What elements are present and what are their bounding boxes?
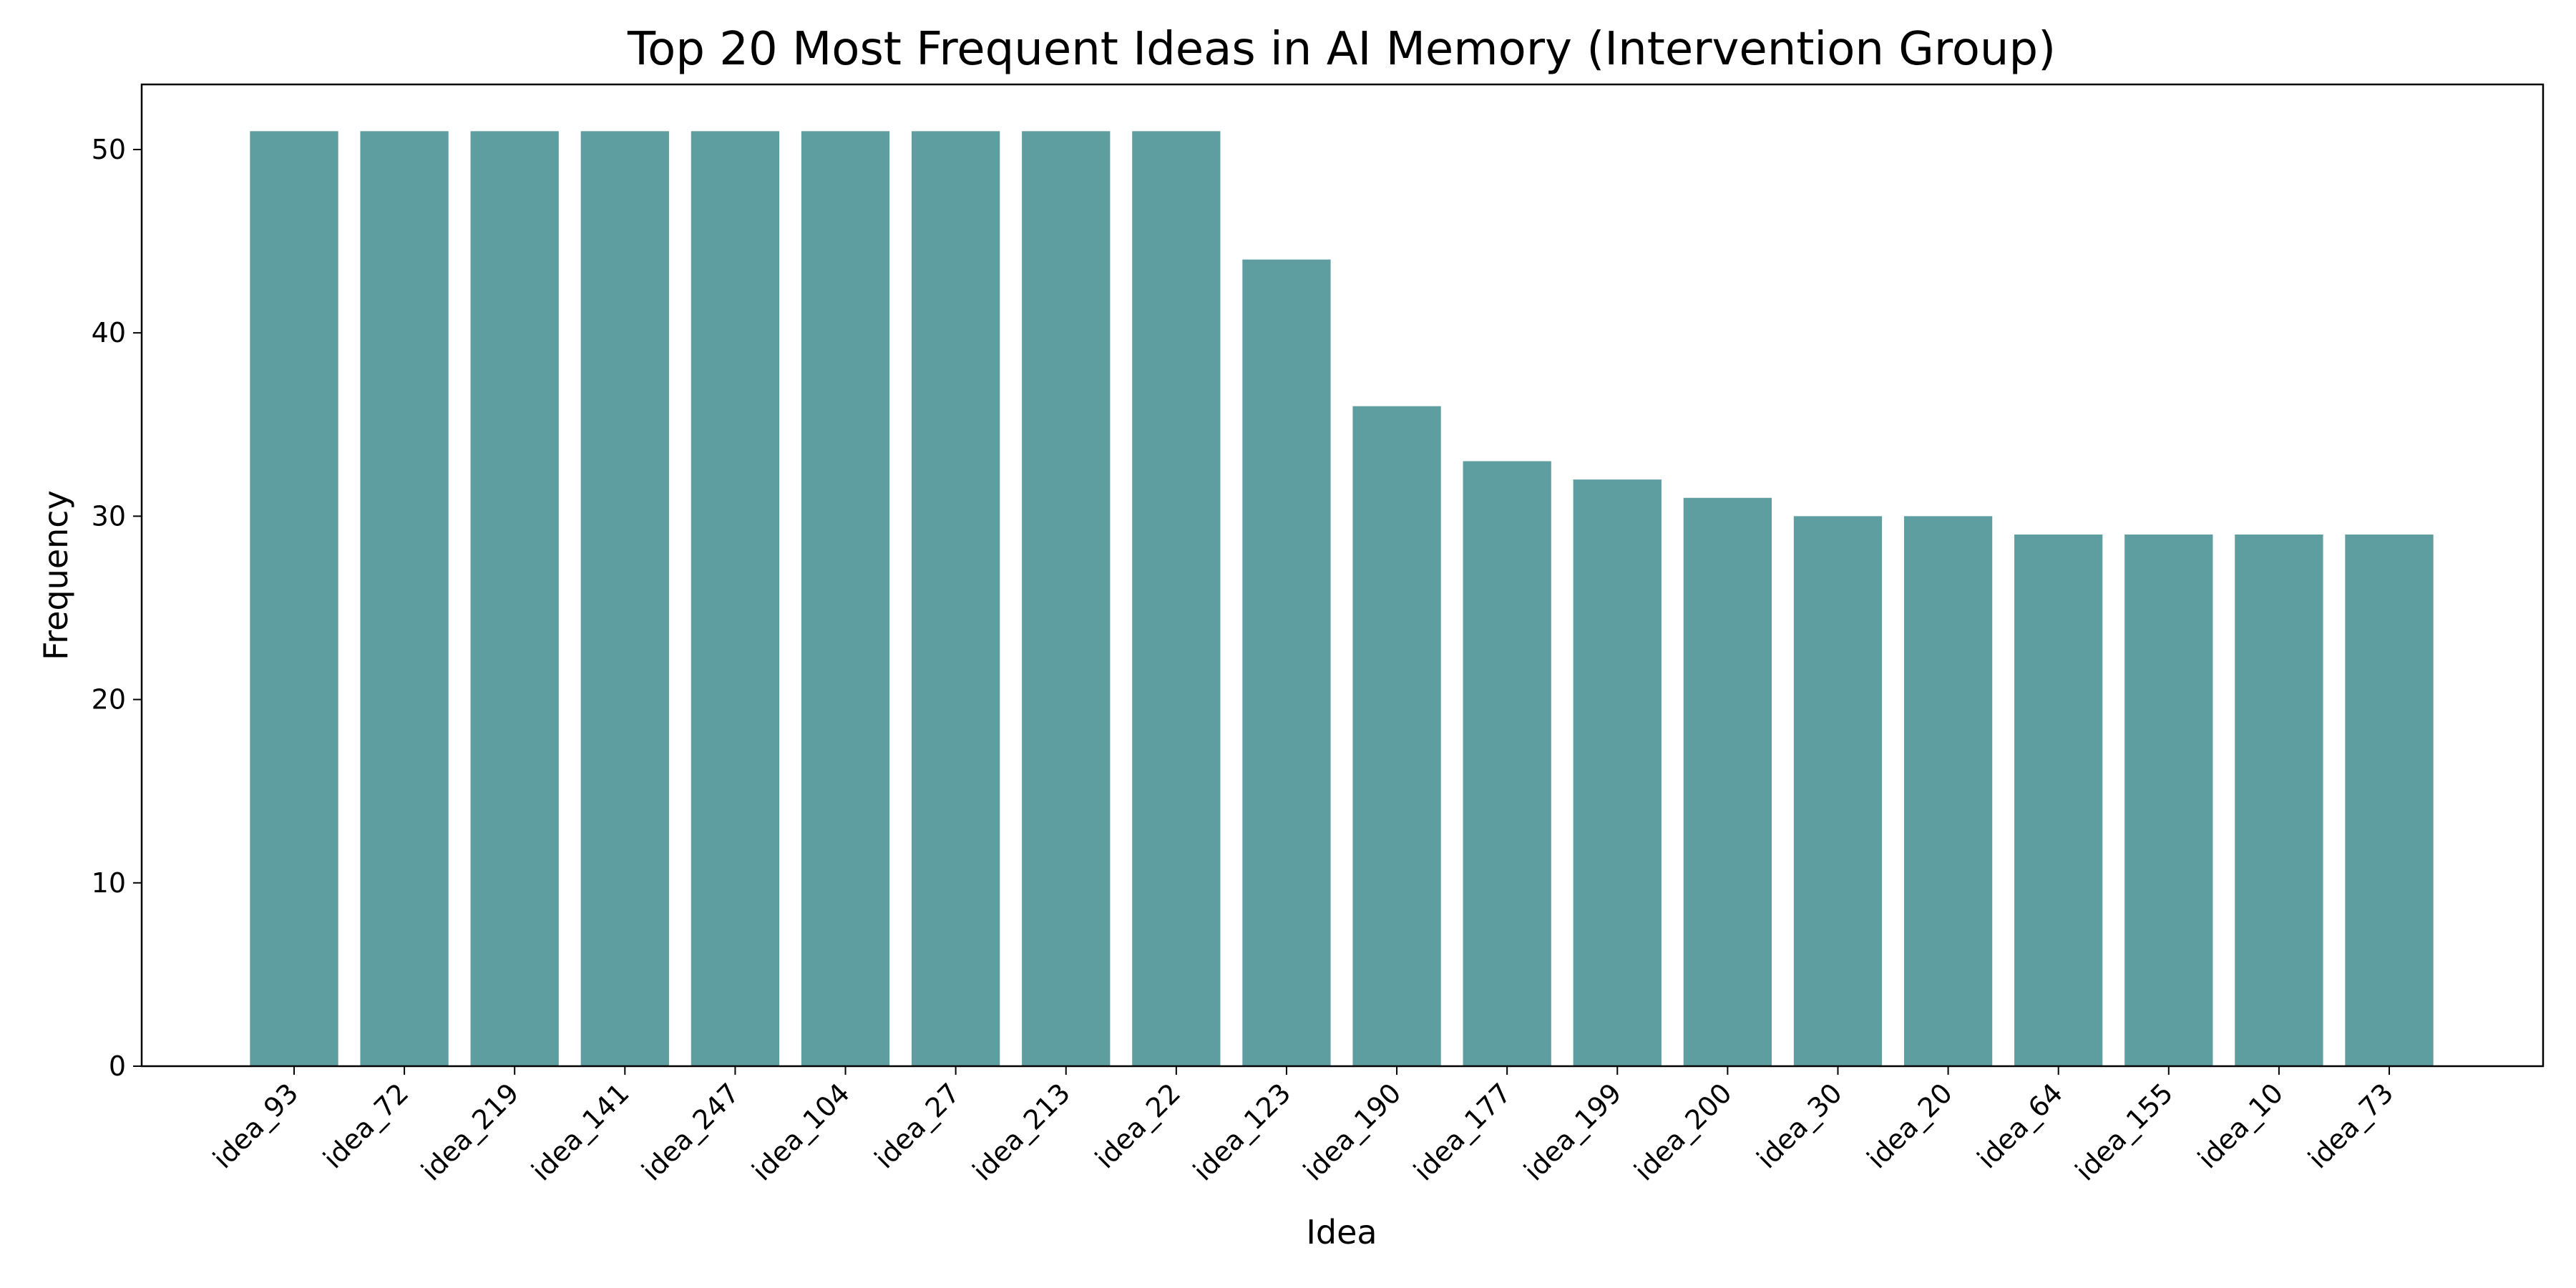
y-tick-label: 10 xyxy=(92,867,126,899)
bar-idea-22 xyxy=(1132,131,1221,1066)
bar-idea-20 xyxy=(1903,516,1993,1066)
x-tick-label: idea_93 xyxy=(207,1077,304,1174)
x-tick-label: idea_73 xyxy=(2302,1077,2399,1174)
x-axis-ticks: idea_93 idea_72 idea_219 idea_141 idea_247 id… xyxy=(207,1066,2399,1187)
bar-idea-177 xyxy=(1463,461,1551,1066)
bar-idea-30 xyxy=(1793,516,1883,1066)
x-tick-label: idea_199 xyxy=(1518,1077,1627,1186)
x-tick-label: idea_27 xyxy=(869,1077,966,1174)
y-tick-label: 40 xyxy=(92,317,126,348)
x-tick-label: idea_72 xyxy=(317,1077,414,1174)
x-axis-label: Idea xyxy=(1306,1213,1377,1252)
y-tick-label: 0 xyxy=(109,1050,126,1082)
x-tick-label: idea_247 xyxy=(635,1077,745,1186)
x-tick-label: idea_141 xyxy=(525,1077,635,1186)
y-tick-label: 20 xyxy=(92,684,126,716)
y-tick-label: 50 xyxy=(92,134,126,165)
y-axis-label: Frequency xyxy=(36,490,75,660)
bar-idea-123 xyxy=(1242,259,1331,1067)
bar-idea-10 xyxy=(2235,534,2323,1066)
bar-idea-72 xyxy=(360,131,449,1066)
bar-idea-73 xyxy=(2345,534,2434,1066)
bar-idea-141 xyxy=(580,131,669,1066)
x-tick-label: idea_30 xyxy=(1751,1077,1848,1174)
plot-frame xyxy=(140,83,2545,1068)
x-tick-label: idea_64 xyxy=(1971,1077,2069,1174)
y-axis-ticks: 0 10 20 30 40 50 xyxy=(92,134,142,1082)
bar-idea-247 xyxy=(691,131,780,1066)
x-tick-label: idea_200 xyxy=(1628,1077,1737,1186)
x-tick-label: idea_177 xyxy=(1407,1077,1517,1186)
bars-layer xyxy=(250,131,2434,1067)
x-tick-label: idea_123 xyxy=(1187,1077,1297,1186)
x-tick-label: idea_22 xyxy=(1089,1077,1186,1174)
x-tick-label: idea_104 xyxy=(746,1077,856,1186)
bar-idea-190 xyxy=(1352,406,1441,1066)
chart-title: Top 20 Most Frequent Ideas in AI Memory … xyxy=(627,23,2056,76)
bar-idea-64 xyxy=(2014,534,2103,1066)
bar-idea-27 xyxy=(911,131,1000,1066)
bar-idea-219 xyxy=(470,131,559,1066)
x-tick-label: idea_10 xyxy=(2192,1077,2289,1174)
x-tick-label: idea_20 xyxy=(1861,1077,1958,1174)
bar-idea-200 xyxy=(1683,497,1772,1066)
bar-idea-104 xyxy=(801,131,890,1066)
bar-idea-199 xyxy=(1573,479,1662,1066)
bar-idea-155 xyxy=(2124,534,2213,1066)
y-tick-label: 30 xyxy=(92,500,126,532)
x-tick-label: idea_190 xyxy=(1297,1077,1407,1186)
bar-idea-93 xyxy=(250,131,338,1066)
x-tick-label: idea_155 xyxy=(2069,1077,2179,1186)
x-tick-label: idea_219 xyxy=(415,1077,525,1186)
x-tick-label: idea_213 xyxy=(967,1077,1076,1186)
bar-idea-213 xyxy=(1022,131,1111,1066)
